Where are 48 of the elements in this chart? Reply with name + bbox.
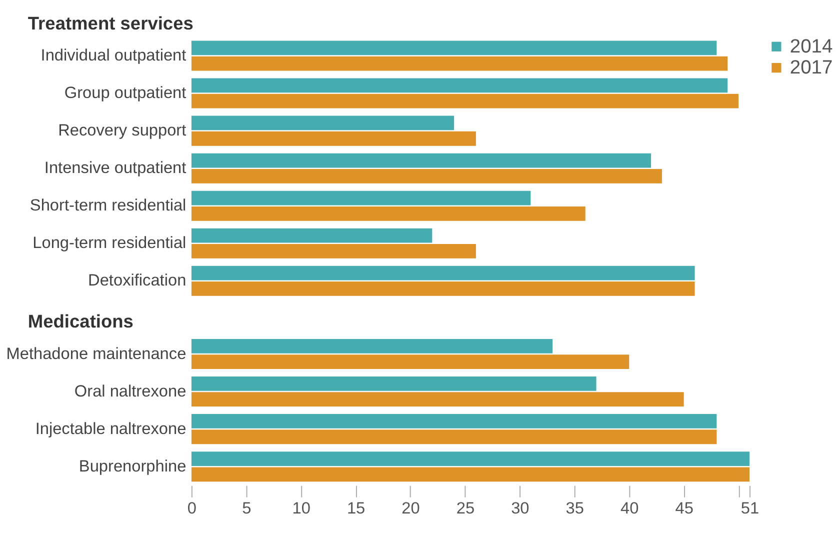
x-tick-label: 45 [675,500,694,518]
bar [191,116,454,130]
y-tick-label: Oral naltrexone [74,382,186,400]
x-tick-label: 0 [187,500,196,518]
bar [191,131,476,146]
legend-label: 2014 [790,36,833,58]
bar [191,430,717,444]
bar [191,94,739,108]
bar [191,190,531,206]
bar [191,376,596,391]
bar [191,206,586,221]
x-tick-label: 5 [242,500,252,518]
y-tick-label: Injectable naltrexone [35,420,186,438]
chart-title: Treatment services [28,12,194,34]
y-tick-label: Detoxification [88,272,186,290]
bar [191,228,432,243]
x-tick-label: 10 [292,500,310,518]
y-tick-label: Short-term residential [30,196,186,215]
x-tick-label: 25 [456,500,475,518]
y-tick-label: Intensive outpatient [44,159,187,178]
y-tick-label: Buprenorphine [78,457,186,476]
y-tick-label: Methadone maintenance [6,344,186,363]
bar [191,414,717,428]
y-tick-label: Recovery support [58,122,187,140]
y-tick-label: Individual outpatient [40,46,187,65]
bar [191,244,476,258]
bar [191,339,553,354]
bar [191,78,728,93]
bar [191,153,652,168]
x-tick-label: 40 [620,500,639,518]
bar [191,40,717,56]
bar [191,266,695,280]
bar [191,452,750,466]
y-tick-label: Group outpatient [64,84,187,102]
x-tick-label: 20 [402,500,420,518]
bar [191,56,728,71]
x-tick-label: 35 [566,500,584,518]
bar [191,392,684,407]
chart-title: Medications [28,310,134,332]
legend-label: 2017 [790,58,833,79]
bar [191,467,750,482]
bar [191,168,662,184]
bar [191,282,695,296]
x-tick-label: 30 [511,500,530,518]
x-tick-label: 51 [740,500,760,518]
bar [191,354,630,370]
y-tick-label: Long-term residential [32,234,186,252]
x-tick-label: 15 [346,500,366,518]
